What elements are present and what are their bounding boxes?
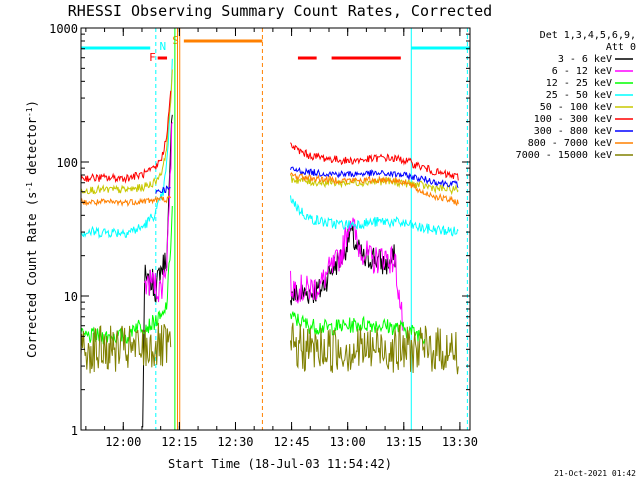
x-tick-label-2: 12:30 [217, 435, 253, 449]
series-7-segment-0 [80, 195, 172, 208]
series-4-segment-0 [80, 69, 173, 195]
annotation-saa-label: S [172, 34, 179, 47]
series-4 [80, 69, 459, 196]
legend-entry-2: 12 - 25 keV [546, 78, 612, 89]
annotation-flare-label: F [149, 51, 156, 64]
series-1 [144, 122, 403, 331]
y-axis-label-main: Corrected Count Rate (s [25, 192, 39, 358]
legend-entry-8: 7000 - 15000 keV [516, 150, 612, 161]
y-tick-label-1: 10 [64, 290, 78, 304]
series-lines [80, 58, 459, 428]
x-tick-label-6: 13:30 [442, 435, 478, 449]
legend-entry-7: 800 - 7000 keV [528, 138, 612, 149]
series-5-segment-0 [80, 90, 172, 184]
series-5-segment-1 [290, 142, 459, 181]
x-axis-ticks: 12:00 12:15 12:30 12:45 13:00 13:15 13:30 [85, 28, 478, 449]
y-axis-label-mid: detector [25, 117, 39, 182]
y-tick-label-2: 100 [56, 156, 78, 170]
y-axis-ticks: 1 10 100 1000 [49, 22, 470, 438]
x-tick-label-1: 12:15 [161, 435, 197, 449]
x-tick-label-4: 13:00 [330, 435, 366, 449]
series-1-segment-1 [290, 217, 403, 331]
orbit-status-bars: N S F [81, 34, 470, 64]
series-7-segment-1 [290, 172, 459, 207]
series-8 [80, 322, 459, 375]
legend-entry-1: 6 - 12 keV [552, 66, 612, 77]
series-6 [155, 166, 459, 194]
series-6-segment-0 [155, 185, 171, 194]
legend-entry-5: 100 - 300 keV [534, 114, 612, 125]
series-1-segment-0 [144, 122, 174, 303]
chart-title: RHESSI Observing Summary Count Rates, Co… [68, 2, 492, 20]
series-3 [80, 58, 459, 239]
legend-header-line-2: Att 0 [606, 42, 636, 53]
series-7 [80, 172, 459, 208]
legend-entry-6: 300 - 800 keV [534, 126, 612, 137]
series-8-segment-1 [290, 322, 459, 375]
series-8-segment-0 [80, 322, 172, 374]
y-tick-label-0: 1 [71, 424, 78, 438]
legend-header-line-1: Det 1,3,4,5,6,9, [540, 30, 636, 41]
y-axis-label-sup2: -1 [25, 107, 34, 117]
series-0 [142, 114, 396, 428]
x-tick-label-0: 12:00 [105, 435, 141, 449]
y-axis-label-end: ) [25, 100, 39, 107]
series-0-segment-0 [142, 114, 173, 428]
y-tick-label-3: 1000 [49, 22, 78, 36]
series-2 [80, 205, 426, 345]
generation-timestamp: 21-Oct-2021 01:42 [554, 469, 636, 478]
series-6-segment-1 [290, 166, 459, 188]
x-tick-label-3: 12:45 [274, 435, 310, 449]
annotation-night-label: N [160, 40, 167, 53]
y-axis-label: Corrected Count Rate (s-1 detector-1) [25, 100, 40, 358]
y-axis-label-sup1: -1 [25, 182, 34, 192]
x-axis-label: Start Time (18-Jul-03 11:54:42) [168, 457, 392, 471]
series-2-segment-1 [290, 311, 426, 345]
legend-entry-3: 25 - 50 keV [546, 90, 612, 101]
series-5 [80, 90, 459, 184]
plot-frame [80, 27, 471, 431]
legend-entry-0: 3 - 6 keV [558, 54, 612, 65]
x-tick-label-5: 13:15 [386, 435, 422, 449]
legend-entry-4: 50 - 100 keV [540, 102, 612, 113]
series-3-segment-1 [290, 195, 459, 237]
series-4-segment-1 [290, 174, 459, 196]
series-3-segment-0 [80, 58, 173, 239]
